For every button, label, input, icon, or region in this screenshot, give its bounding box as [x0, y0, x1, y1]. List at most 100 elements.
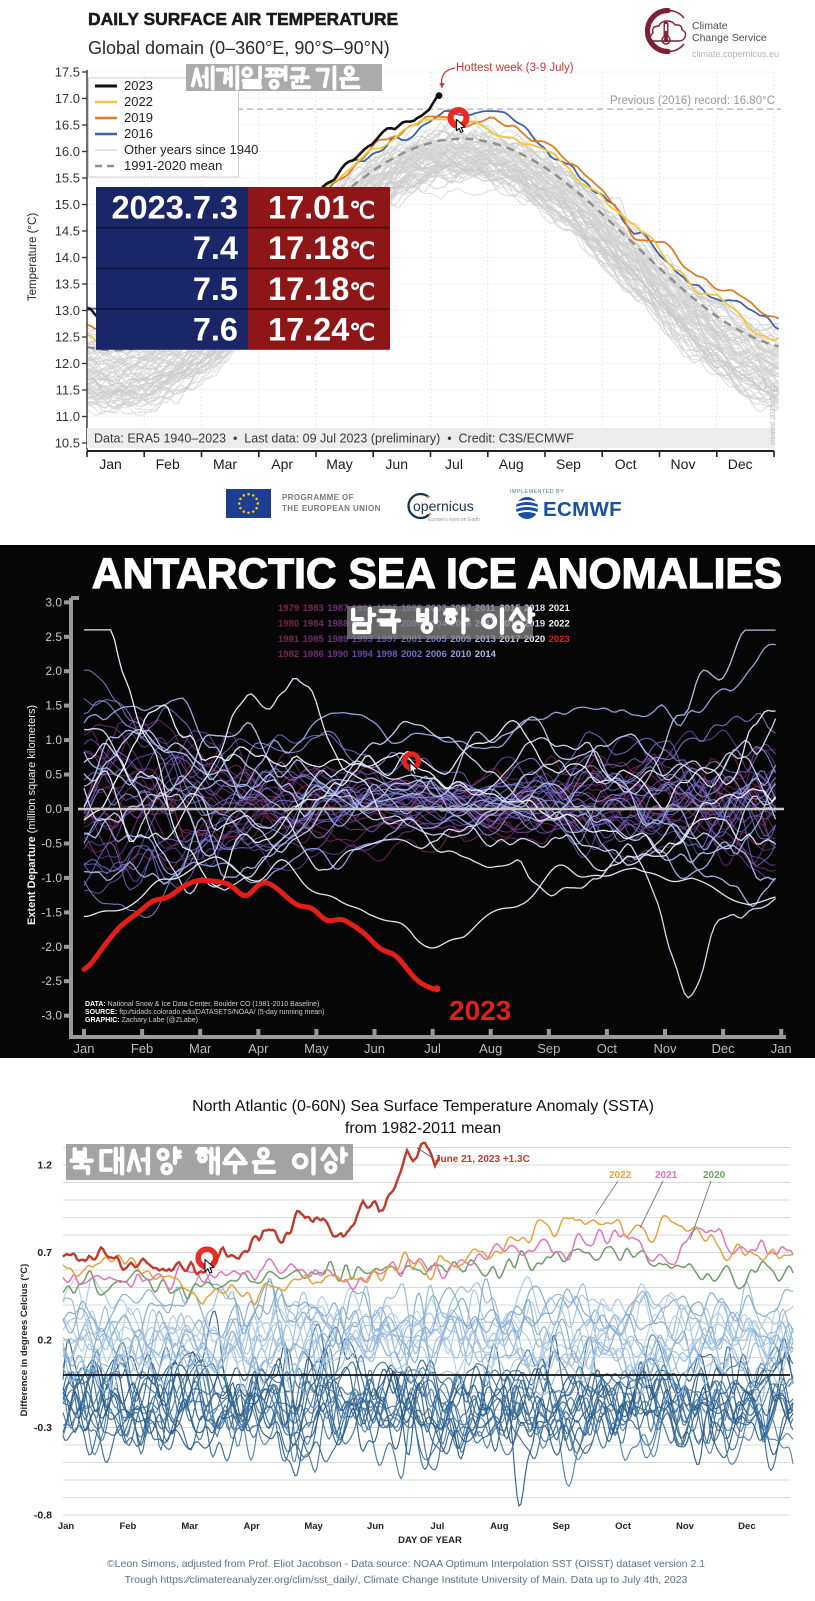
svg-text:June 21, 2023 +1.3C: June 21, 2023 +1.3C [435, 1154, 530, 1165]
svg-text:2014: 2014 [475, 649, 497, 660]
svg-text:Difference in degrees Celcius: Difference in degrees Celcius (°C) [19, 1264, 30, 1417]
svg-text:Jun: Jun [385, 456, 408, 472]
svg-text:1997: 1997 [376, 634, 397, 645]
svg-text:16.5: 16.5 [55, 118, 80, 133]
svg-text:2005: 2005 [426, 634, 448, 645]
svg-text:Jun: Jun [367, 1521, 384, 1532]
svg-text:Jan: Jan [771, 1041, 792, 1056]
svg-text:2020: 2020 [703, 1170, 726, 1181]
svg-text:Mar: Mar [213, 456, 237, 472]
svg-text:2016: 2016 [124, 126, 153, 141]
svg-text:Sep: Sep [552, 1521, 570, 1532]
svg-text:15.5: 15.5 [55, 171, 80, 186]
svg-text:-0.8: -0.8 [34, 1510, 52, 1522]
svg-text:Oct: Oct [615, 456, 637, 472]
svg-text:Jul: Jul [424, 1041, 441, 1056]
svg-text:DAILY SURFACE AIR TEMPERATURE: DAILY SURFACE AIR TEMPERATURE [88, 9, 398, 29]
svg-text:from 1982-2011 mean: from 1982-2011 mean [345, 1120, 501, 1137]
svg-text:2018: 2018 [524, 603, 545, 614]
svg-text:2019: 2019 [124, 110, 153, 125]
svg-text:12.0: 12.0 [55, 356, 80, 371]
svg-text:1987: 1987 [327, 603, 348, 614]
svg-text:Dec: Dec [712, 1041, 736, 1056]
svg-text:17.0: 17.0 [55, 91, 80, 106]
svg-text:-1.0: -1.0 [41, 871, 62, 885]
svg-text:11.0: 11.0 [56, 409, 80, 424]
svg-text:-2.0: -2.0 [41, 940, 62, 954]
svg-text:SOURCE: ftp:∕∕sidads.colorado.: SOURCE: ftp:∕∕sidads.colorado.edu/DATASE… [85, 1009, 324, 1016]
svg-text:2006: 2006 [426, 649, 447, 660]
svg-text:12.5: 12.5 [55, 330, 80, 345]
svg-text:2023.7.3: 2023.7.3 [111, 190, 238, 226]
svg-text:Apr: Apr [244, 1521, 261, 1532]
svg-text:climate.copernicus.eu: climate.copernicus.eu [692, 49, 779, 59]
svg-text:1991-2020 mean: 1991-2020 mean [124, 158, 222, 173]
svg-text:Nov: Nov [676, 1521, 695, 1532]
svg-text:Climate: Climate [692, 20, 728, 32]
svg-text:Data: ERA5 1940–2023 • Last: Data: ERA5 1940–2023 • Last data: 09 Jul… [94, 432, 574, 446]
svg-text:0.7: 0.7 [37, 1247, 52, 1259]
svg-text:2023: 2023 [449, 995, 511, 1026]
svg-text:DATA: National Snow & Ice Data: DATA: National Snow & Ice Data Center, B… [85, 1001, 319, 1008]
svg-text:©Leon Simons, adjusted from Pr: ©Leon Simons, adjusted from Prof. Eliot … [107, 1558, 705, 1570]
svg-text:ECMWF: ECMWF [543, 498, 622, 521]
svg-text:Sep: Sep [537, 1041, 560, 1056]
svg-text:1994: 1994 [352, 649, 374, 660]
svg-text:2013: 2013 [475, 634, 496, 645]
svg-text:2020: 2020 [524, 634, 545, 645]
svg-text:15.0: 15.0 [55, 197, 80, 212]
svg-text:7.5: 7.5 [193, 271, 238, 307]
svg-text:Europe's eyes on Earth: Europe's eyes on Earth [428, 517, 480, 523]
svg-text:1.0: 1.0 [45, 733, 62, 747]
svg-text:Temperature (°C): Temperature (°C) [27, 213, 39, 301]
svg-text:Nov: Nov [671, 456, 696, 472]
svg-text:Previous (2016) record: 16.80°: Previous (2016) record: 16.80°C [610, 95, 775, 107]
svg-text:Feb: Feb [119, 1521, 136, 1532]
svg-text:Hottest week (3-9 July): Hottest week (3-9 July) [456, 62, 574, 74]
svg-text:-0.3: -0.3 [34, 1422, 52, 1434]
svg-text:0.5: 0.5 [45, 768, 62, 782]
svg-text:-0.5: -0.5 [41, 837, 62, 851]
svg-text:2.5: 2.5 [45, 630, 62, 644]
svg-text:Aug: Aug [499, 456, 524, 472]
svg-text:13.5: 13.5 [55, 277, 80, 292]
svg-text:Jan: Jan [74, 1041, 95, 1056]
svg-text:North Atlantic (0-60N) Sea Sur: North Atlantic (0-60N) Sea Surface Tempe… [192, 1098, 654, 1115]
svg-text:14.0: 14.0 [55, 250, 80, 265]
svg-text:Dec: Dec [728, 456, 753, 472]
svg-text:Extent Departure (million squa: Extent Departure (million square kilomet… [26, 705, 38, 925]
svg-text:Global domain (0–360°E, 90°S–9: Global domain (0–360°E, 90°S–90°N) [88, 38, 390, 58]
svg-text:Jul: Jul [445, 456, 463, 472]
svg-text:GRAPHIC: Zachary Labe (@ZLabe): GRAPHIC: Zachary Labe (@ZLabe) [85, 1017, 198, 1024]
svg-text:May: May [326, 456, 352, 472]
svg-text:1981: 1981 [278, 634, 300, 645]
svg-text:Change Service: Change Service [692, 32, 767, 44]
svg-text:2023: 2023 [549, 634, 570, 645]
svg-text:Oct: Oct [597, 1041, 618, 1056]
svg-text:11.5: 11.5 [56, 383, 80, 398]
svg-text:-2.5: -2.5 [41, 974, 62, 988]
svg-text:May: May [304, 1041, 329, 1056]
svg-text:Feb: Feb [156, 456, 180, 472]
svg-text:Aug: Aug [490, 1521, 509, 1532]
svg-text:Nov: Nov [653, 1041, 677, 1056]
svg-text:Apr: Apr [248, 1041, 269, 1056]
svg-text:0.2: 0.2 [37, 1335, 52, 1347]
svg-text:1982: 1982 [278, 649, 299, 660]
svg-text:1986: 1986 [303, 649, 324, 660]
svg-text:2022: 2022 [609, 1170, 632, 1181]
svg-text:1998: 1998 [376, 649, 397, 660]
svg-text:Sep: Sep [556, 456, 581, 472]
svg-text:7.4: 7.4 [193, 230, 238, 266]
svg-text:created 2023-07-11: created 2023-07-11 [770, 385, 777, 446]
svg-text:Trough https:∕∕climatereanalyz: Trough https:∕∕climatereanalyzer.org/cli… [125, 1574, 688, 1586]
svg-text:2021: 2021 [655, 1170, 678, 1181]
svg-text:opernicus: opernicus [413, 498, 474, 514]
svg-text:ANTARCTIC SEA ICE ANOMALIES: ANTARCTIC SEA ICE ANOMALIES [92, 551, 782, 598]
svg-text:17.01℃: 17.01℃ [268, 190, 375, 226]
svg-text:2010: 2010 [450, 649, 471, 660]
svg-text:Other years since 1940: Other years since 1940 [124, 142, 258, 157]
svg-text:14.5: 14.5 [55, 224, 80, 239]
svg-text:1979: 1979 [278, 603, 299, 614]
svg-text:17.5: 17.5 [55, 65, 80, 80]
